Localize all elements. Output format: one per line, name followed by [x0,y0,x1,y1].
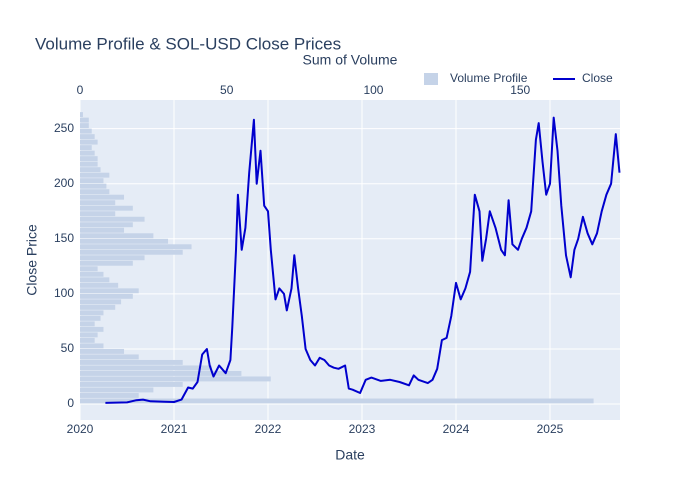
volume-bar [80,293,133,299]
volume-bar [80,172,110,178]
volume-bar [80,255,145,261]
volume-bar [80,398,594,404]
legend-label: Volume Profile [450,71,528,85]
top-tick-label: 100 [363,83,383,97]
volume-bar [80,211,116,217]
x-tick-label: 2020 [67,422,94,436]
legend-label: Close [582,71,613,85]
volume-bar [80,387,154,393]
volume-bar [80,134,95,140]
volume-bar [80,282,119,288]
legend-swatch [424,73,438,85]
x-tick-label: 2023 [349,422,376,436]
volume-bar [80,266,98,272]
volume-bar [80,156,98,162]
top-axis-title: Sum of Volume [303,52,398,68]
volume-bar [80,393,139,398]
volume-bar [80,332,98,338]
y-tick-label: 100 [54,286,74,300]
volume-bar [80,337,95,343]
y-tick-label: 0 [67,396,74,410]
volume-bar [80,260,133,266]
chart-title: Volume Profile & SOL-USD Close Prices [35,34,341,53]
volume-bar [80,189,110,195]
volume-bar [80,112,83,118]
volume-bar [80,178,104,184]
volume-bar [80,123,89,129]
volume-bar [80,321,95,327]
volume-bar [80,145,92,151]
volume-bar [80,299,122,305]
x-tick-label: 2024 [443,422,470,436]
volume-bar [80,238,169,244]
x-tick-label: 2022 [255,422,282,436]
volume-bar [80,233,154,239]
y-tick-label: 200 [54,176,74,190]
volume-bar [80,183,107,189]
volume-bar [80,365,213,371]
x-axis-title: Date [335,447,365,463]
volume-bar [80,326,104,332]
volume-bar [80,348,125,354]
volume-bar [80,205,133,211]
volume-bar [80,161,98,167]
volume-bar [80,343,104,349]
x-tick-label: 2025 [537,422,564,436]
close-line [105,116,621,404]
y-axis-title: Close Price [24,224,40,296]
volume-bar [80,139,98,145]
volume-bar [80,271,104,277]
volume-bar [80,244,192,250]
volume-bar [80,227,125,233]
volume-bar [80,277,110,283]
x-tick-label: 2021 [161,422,188,436]
y-tick-label: 250 [54,121,74,135]
volume-bar [80,200,116,206]
top-tick-label: 150 [510,83,530,97]
volume-bar [80,128,92,134]
volume-bar [80,381,183,387]
top-tick-label: 50 [220,83,234,97]
volume-bar [80,359,183,365]
y-tick-label: 150 [54,231,74,245]
volume-bar [80,288,139,294]
volume-bar [80,222,133,228]
top-tick-label: 0 [77,83,84,97]
volume-bar [80,310,104,316]
volume-bar [80,117,89,123]
volume-bar [80,167,101,173]
volume-bar [80,315,101,321]
volume-bar [80,370,242,376]
volume-bar [80,216,145,222]
volume-bar [80,249,183,255]
volume-bar [80,354,139,360]
volume-bar [80,194,125,200]
volume-bar [80,304,116,310]
volume-bar [80,150,95,156]
y-tick-label: 50 [61,341,75,355]
volume-bar [80,376,271,382]
